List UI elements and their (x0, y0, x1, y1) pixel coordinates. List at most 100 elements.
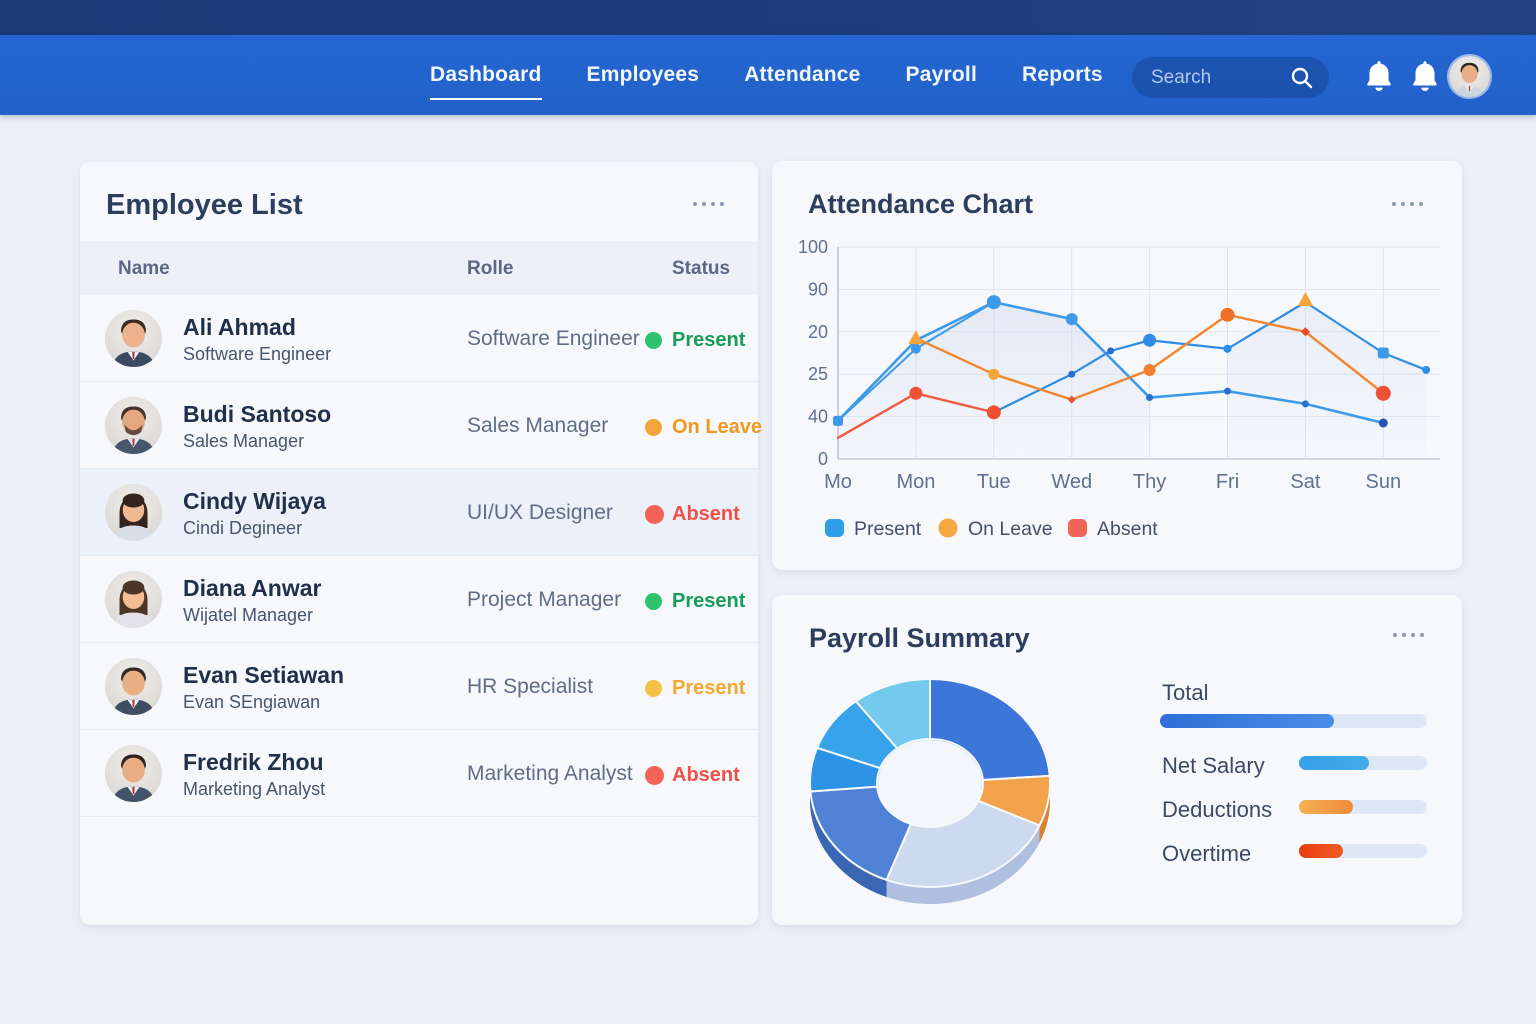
employee-subtitle: Marketing Analyst (183, 779, 326, 799)
payroll-bar-track (1299, 800, 1427, 814)
employee-row[interactable]: Ali Ahmad Software Engineer Software Engin… (80, 295, 758, 382)
user-avatar[interactable] (1449, 56, 1490, 97)
employee-row[interactable]: Diana Anwar Wijatel Manager Project Manage… (80, 556, 758, 643)
svg-text:Thy: Thy (1133, 471, 1166, 493)
status-label: On Leave (672, 416, 763, 438)
employee-subtitle: Evan SEngiawan (183, 692, 321, 712)
status-label: Absent (672, 503, 740, 525)
payroll-bar-label: Overtime (1162, 841, 1252, 866)
employee-rows: Ali Ahmad Software Engineer Software Engin… (80, 295, 762, 817)
payroll-summary-title: Payroll Summary (809, 623, 1030, 653)
status-label: Present (672, 590, 746, 612)
employee-name: Budi Santoso (183, 401, 332, 427)
payroll-bar-label: Deductions (1162, 797, 1273, 822)
svg-text:Mo: Mo (824, 471, 852, 493)
status-label: Present (672, 677, 746, 699)
legend-label: On Leave (968, 518, 1053, 540)
employee-role: UI/UX Designer (467, 501, 613, 524)
status-dot (645, 593, 662, 610)
status-dot (645, 766, 664, 785)
table-header: Name Rolle Status (80, 242, 758, 294)
employee-row[interactable]: Fredrik Zhou Marketing Analyst Marketing A… (80, 730, 758, 817)
payroll-bar-fill (1299, 844, 1343, 858)
employee-subtitle: Software Engineer (183, 344, 332, 364)
employee-name: Diana Anwar (183, 575, 322, 601)
svg-text:Tue: Tue (977, 471, 1011, 493)
employee-role: HR Specialist (467, 675, 594, 698)
status-dot (645, 332, 662, 349)
payroll-bar-fill (1160, 714, 1334, 728)
employee-avatar (105, 484, 162, 541)
status-label: Absent (672, 764, 740, 786)
attendance-chart-title: Attendance Chart (808, 189, 1034, 219)
status-dot (645, 505, 664, 524)
payroll-bar-fill (1299, 756, 1370, 770)
employee-avatar (105, 571, 162, 628)
svg-text:20: 20 (808, 322, 828, 342)
employee-avatar (105, 397, 162, 454)
employee-name: Ali Ahmad (183, 314, 296, 340)
employee-subtitle: Sales Manager (183, 431, 305, 451)
svg-text:Wed: Wed (1051, 471, 1092, 493)
svg-text:Fri: Fri (1216, 471, 1239, 493)
employee-subtitle: Wijatel Manager (183, 605, 314, 625)
legend-label: Absent (1097, 518, 1158, 540)
employee-row[interactable]: Evan Setiawan Evan SEngiawan HR Specialist… (80, 643, 758, 730)
status-dot (645, 419, 662, 436)
employee-name: Evan Setiawan (183, 662, 345, 688)
payroll-bar-track (1160, 714, 1427, 728)
status-dot (645, 680, 662, 697)
employee-row[interactable]: Cindy Wijaya Cindi Degineer UI/UX Designer… (80, 469, 758, 556)
column-header-role: Rolle (467, 258, 514, 279)
nav-item-employees[interactable]: Employees (586, 63, 700, 86)
more-options-icon[interactable] (1393, 633, 1424, 637)
column-header-name: Name (118, 258, 170, 279)
nav-item-payroll[interactable]: Payroll (905, 63, 977, 86)
bell-icon[interactable] (1409, 59, 1441, 95)
employee-avatar (105, 745, 162, 802)
search-box[interactable] (1132, 57, 1329, 98)
payroll-bar-track (1299, 756, 1427, 770)
more-options-icon[interactable] (693, 202, 724, 206)
bell-icon[interactable] (1363, 59, 1395, 95)
employee-list-title: Employee List (106, 189, 303, 221)
employee-avatar (105, 310, 162, 367)
payroll-bar-label: Net Salary (1162, 753, 1265, 778)
payroll-bar-fill (1299, 800, 1353, 814)
payroll-summary-card: Payroll Summary Total Net Salary Deduction… (772, 595, 1462, 925)
employee-subtitle: Cindi Degineer (183, 518, 303, 538)
svg-text:Sat: Sat (1290, 471, 1320, 493)
employee-list-card: Employee List Name Rolle Status Ali Ahma… (80, 162, 762, 925)
employee-role: Marketing Analyst (467, 762, 633, 785)
nav-item-reports[interactable]: Reports (1021, 63, 1103, 86)
payroll-donut-chart (809, 678, 1051, 904)
employee-name: Fredrik Zhou (183, 749, 324, 775)
payroll-bar-label: Total (1162, 680, 1209, 705)
employee-role: Sales Manager (467, 414, 609, 437)
employee-role: Project Manager (467, 588, 622, 611)
svg-text:40: 40 (808, 407, 828, 427)
nav-item-attendance[interactable]: Attendance (744, 63, 861, 86)
nav-menu: Dashboard Employees Attendance Payroll Repor… (430, 35, 1103, 115)
employee-role: Software Engineer (467, 327, 640, 350)
svg-text:90: 90 (808, 279, 828, 299)
employee-avatar (105, 658, 162, 715)
attendance-chart-card: Attendance Chart 100 90 20 25 40 0 Mo Mon Tue Wed… (772, 161, 1462, 570)
search-icon[interactable] (1289, 65, 1315, 91)
column-header-status: Status (672, 258, 731, 279)
status-label: Present (672, 329, 746, 351)
legend-label: Present (854, 518, 922, 540)
employee-row[interactable]: Budi Santoso Sales Manager Sales Manager On… (80, 382, 762, 469)
payroll-bar-track (1299, 844, 1427, 858)
attendance-line-chart: 100 90 20 25 40 0Mo Mon Tue Wed Thy Fri Sat Sun Prese… (798, 237, 1440, 540)
search-input[interactable] (1151, 66, 1289, 89)
main-navbar: Dashboard Employees Attendance Payroll Repor… (0, 35, 1536, 115)
svg-text:100: 100 (798, 237, 828, 257)
svg-text:0: 0 (818, 449, 828, 469)
more-options-icon[interactable] (1392, 202, 1423, 206)
nav-item-dashboard[interactable]: Dashboard (430, 63, 542, 100)
top-strip (0, 0, 1536, 35)
employee-name: Cindy Wijaya (183, 488, 326, 514)
svg-text:Mon: Mon (896, 471, 935, 493)
